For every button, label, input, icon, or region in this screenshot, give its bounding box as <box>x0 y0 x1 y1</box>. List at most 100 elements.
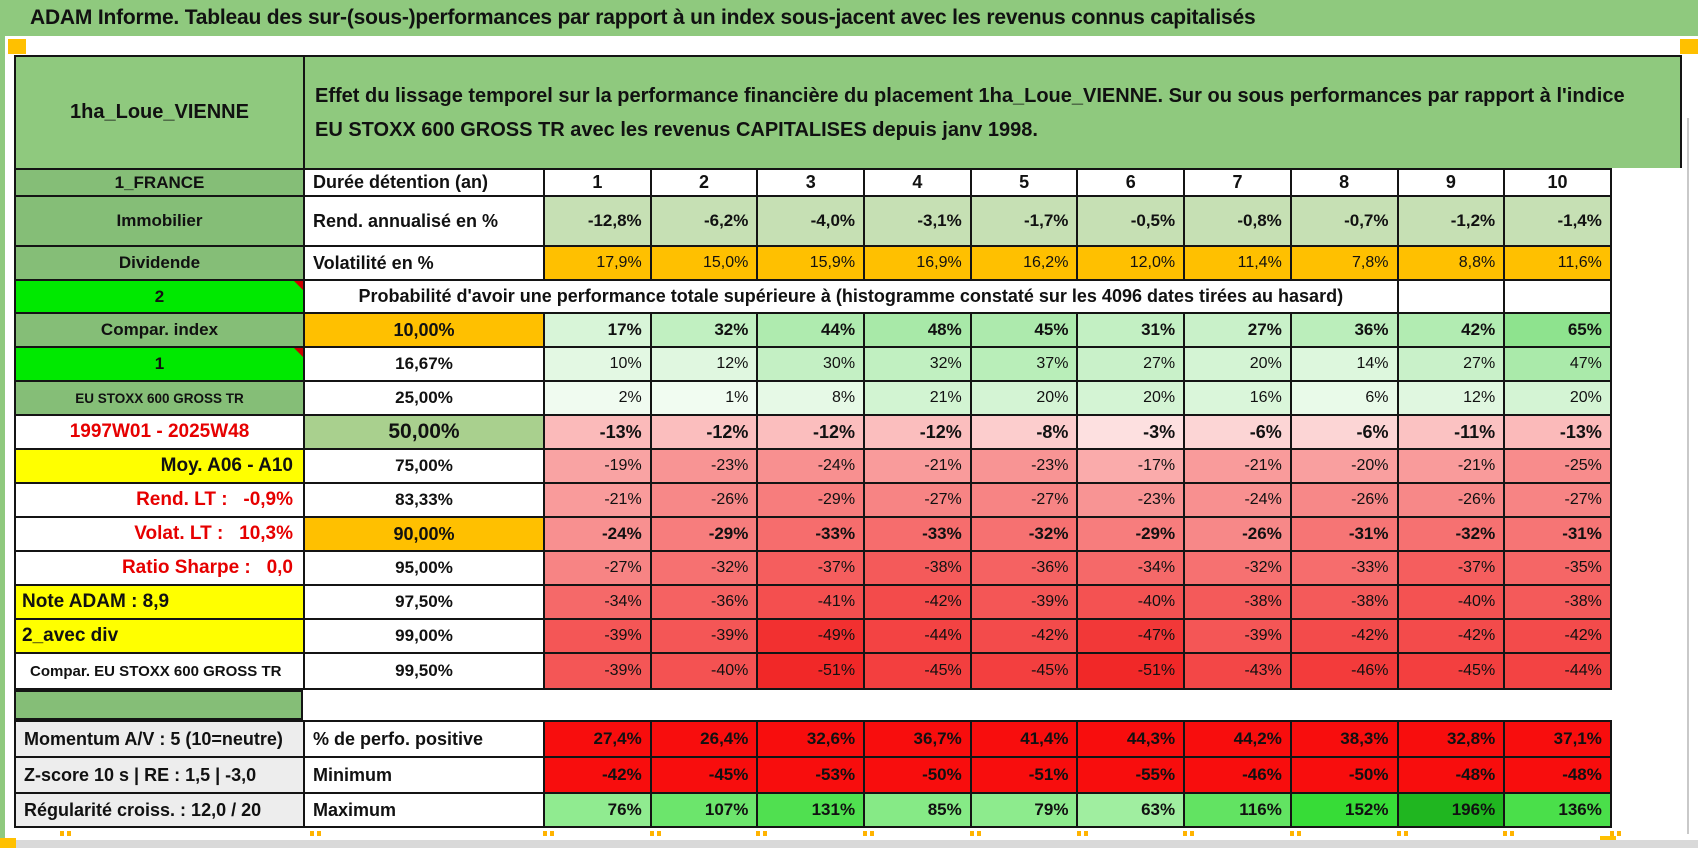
cell-p95-y5[interactable]: -36% <box>969 550 1077 584</box>
cell-p995-y3[interactable]: -51% <box>756 652 864 690</box>
row-label-p83[interactable]: Rend. LT : -0,9% <box>14 482 303 516</box>
cell-p995-y2[interactable]: -40% <box>649 652 757 690</box>
cell-duree-y3[interactable]: 3 <box>756 168 864 195</box>
cell-p83-y10[interactable]: -27% <box>1503 482 1610 516</box>
cell-p75-y9[interactable]: -21% <box>1396 448 1504 482</box>
cell-min-y3[interactable]: -53% <box>756 756 864 792</box>
cell-max-y6[interactable]: 63% <box>1076 792 1184 828</box>
cell-min-y1[interactable]: -42% <box>543 756 650 792</box>
cell-p25-y1[interactable]: 2% <box>543 380 650 414</box>
cell-volat-y7[interactable]: 11,4% <box>1183 245 1290 279</box>
cell-p99-y9[interactable]: -42% <box>1396 618 1504 652</box>
cell-max-y7[interactable]: 116% <box>1183 792 1290 828</box>
cell-perfpos-y3[interactable]: 32,6% <box>756 720 864 756</box>
cell-p95-y10[interactable]: -35% <box>1503 550 1610 584</box>
row-label-p975[interactable]: Note ADAM : 8,9 <box>14 584 303 618</box>
cell-p975-y1[interactable]: -34% <box>543 584 650 618</box>
cell-probhdr-empty-9[interactable] <box>1396 279 1504 312</box>
cell-volat-y10[interactable]: 11,6% <box>1503 245 1610 279</box>
cell-rend-y8[interactable]: -0,7% <box>1289 195 1397 245</box>
cell-p75-y3[interactable]: -24% <box>756 448 864 482</box>
cell-p95-y4[interactable]: -38% <box>863 550 970 584</box>
cell-perfpos-y7[interactable]: 44,2% <box>1183 720 1290 756</box>
cell-p75-y10[interactable]: -25% <box>1503 448 1610 482</box>
row-label-p50[interactable]: 1997W01 - 2025W48 <box>14 414 303 448</box>
cell-p99-y1[interactable]: -39% <box>543 618 650 652</box>
cell-max-y4[interactable]: 85% <box>863 792 970 828</box>
cell-p975-y5[interactable]: -39% <box>969 584 1077 618</box>
cell-min-y4[interactable]: -50% <box>863 756 970 792</box>
cell-p995-y8[interactable]: -46% <box>1289 652 1397 690</box>
cell-perfpos-y8[interactable]: 38,3% <box>1289 720 1397 756</box>
cell-p90-y6[interactable]: -29% <box>1076 516 1184 550</box>
cell-p90-y4[interactable]: -33% <box>863 516 970 550</box>
asset-name-cell[interactable]: 1ha_Loue_VIENNE <box>14 55 303 168</box>
cell-volat-y6[interactable]: 12,0% <box>1076 245 1184 279</box>
cell-p50-y2[interactable]: -12% <box>649 414 757 448</box>
row-title-p16[interactable]: 16,67% <box>303 346 543 380</box>
cell-p75-y8[interactable]: -20% <box>1289 448 1397 482</box>
row-label-p99[interactable]: 2_avec div <box>14 618 303 652</box>
cell-p16-y4[interactable]: 32% <box>863 346 970 380</box>
row-label-p90[interactable]: Volat. LT : 10,3% <box>14 516 303 550</box>
cell-p10-y7[interactable]: 27% <box>1183 312 1290 346</box>
row-label-rend[interactable]: Immobilier <box>14 195 303 245</box>
cell-p25-y7[interactable]: 16% <box>1183 380 1290 414</box>
cell-min-y2[interactable]: -45% <box>649 756 757 792</box>
cell-p83-y5[interactable]: -27% <box>969 482 1077 516</box>
cell-p99-y5[interactable]: -42% <box>969 618 1077 652</box>
cell-p16-y9[interactable]: 27% <box>1396 346 1504 380</box>
cell-p95-y8[interactable]: -33% <box>1289 550 1397 584</box>
cell-max-y9[interactable]: 196% <box>1396 792 1504 828</box>
cell-p10-y9[interactable]: 42% <box>1396 312 1504 346</box>
cell-p25-y5[interactable]: 20% <box>969 380 1077 414</box>
cell-p10-y5[interactable]: 45% <box>969 312 1077 346</box>
cell-p25-y10[interactable]: 20% <box>1503 380 1610 414</box>
cell-volat-y5[interactable]: 16,2% <box>969 245 1077 279</box>
cell-p90-y8[interactable]: -31% <box>1289 516 1397 550</box>
cell-min-y8[interactable]: -50% <box>1289 756 1397 792</box>
cell-rend-y9[interactable]: -1,2% <box>1396 195 1504 245</box>
cell-min-y6[interactable]: -55% <box>1076 756 1184 792</box>
cell-p99-y8[interactable]: -42% <box>1289 618 1397 652</box>
cell-p99-y7[interactable]: -39% <box>1183 618 1290 652</box>
cell-p75-y4[interactable]: -21% <box>863 448 970 482</box>
row-title-max[interactable]: Maximum <box>303 792 543 828</box>
cell-p90-y5[interactable]: -32% <box>969 516 1077 550</box>
cell-p50-y10[interactable]: -13% <box>1503 414 1610 448</box>
cell-rend-y2[interactable]: -6,2% <box>649 195 757 245</box>
cell-p75-y1[interactable]: -19% <box>543 448 650 482</box>
cell-p99-y4[interactable]: -44% <box>863 618 970 652</box>
row-title-min[interactable]: Minimum <box>303 756 543 792</box>
cell-p995-y9[interactable]: -45% <box>1396 652 1504 690</box>
cell-p83-y1[interactable]: -21% <box>543 482 650 516</box>
cell-p50-y1[interactable]: -13% <box>543 414 650 448</box>
description-cell[interactable]: Effet du lissage temporel sur la perform… <box>303 55 1682 168</box>
cell-perfpos-y1[interactable]: 27,4% <box>543 720 650 756</box>
cell-p95-y6[interactable]: -34% <box>1076 550 1184 584</box>
cell-duree-y7[interactable]: 7 <box>1183 168 1290 195</box>
cell-volat-y3[interactable]: 15,9% <box>756 245 864 279</box>
row-label-perfpos[interactable]: Momentum A/V : 5 (10=neutre) <box>14 720 303 756</box>
cell-perfpos-y4[interactable]: 36,7% <box>863 720 970 756</box>
row-title-p90[interactable]: 90,00% <box>303 516 543 550</box>
cell-p83-y9[interactable]: -26% <box>1396 482 1504 516</box>
cell-duree-y5[interactable]: 5 <box>969 168 1077 195</box>
cell-p995-y10[interactable]: -44% <box>1503 652 1610 690</box>
row-label-p75[interactable]: Moy. A06 - A10 <box>14 448 303 482</box>
row-title-p25[interactable]: 25,00% <box>303 380 543 414</box>
cell-p975-y8[interactable]: -38% <box>1289 584 1397 618</box>
cell-p10-y6[interactable]: 31% <box>1076 312 1184 346</box>
cell-p975-y2[interactable]: -36% <box>649 584 757 618</box>
cell-volat-y4[interactable]: 16,9% <box>863 245 970 279</box>
cell-p25-y6[interactable]: 20% <box>1076 380 1184 414</box>
cell-p16-y10[interactable]: 47% <box>1503 346 1610 380</box>
cell-p99-y6[interactable]: -47% <box>1076 618 1184 652</box>
cell-p975-y7[interactable]: -38% <box>1183 584 1290 618</box>
cell-p50-y9[interactable]: -11% <box>1396 414 1504 448</box>
cell-p995-y5[interactable]: -45% <box>969 652 1077 690</box>
cell-p99-y10[interactable]: -42% <box>1503 618 1610 652</box>
cell-perfpos-y6[interactable]: 44,3% <box>1076 720 1184 756</box>
cell-p16-y6[interactable]: 27% <box>1076 346 1184 380</box>
cell-p90-y1[interactable]: -24% <box>543 516 650 550</box>
